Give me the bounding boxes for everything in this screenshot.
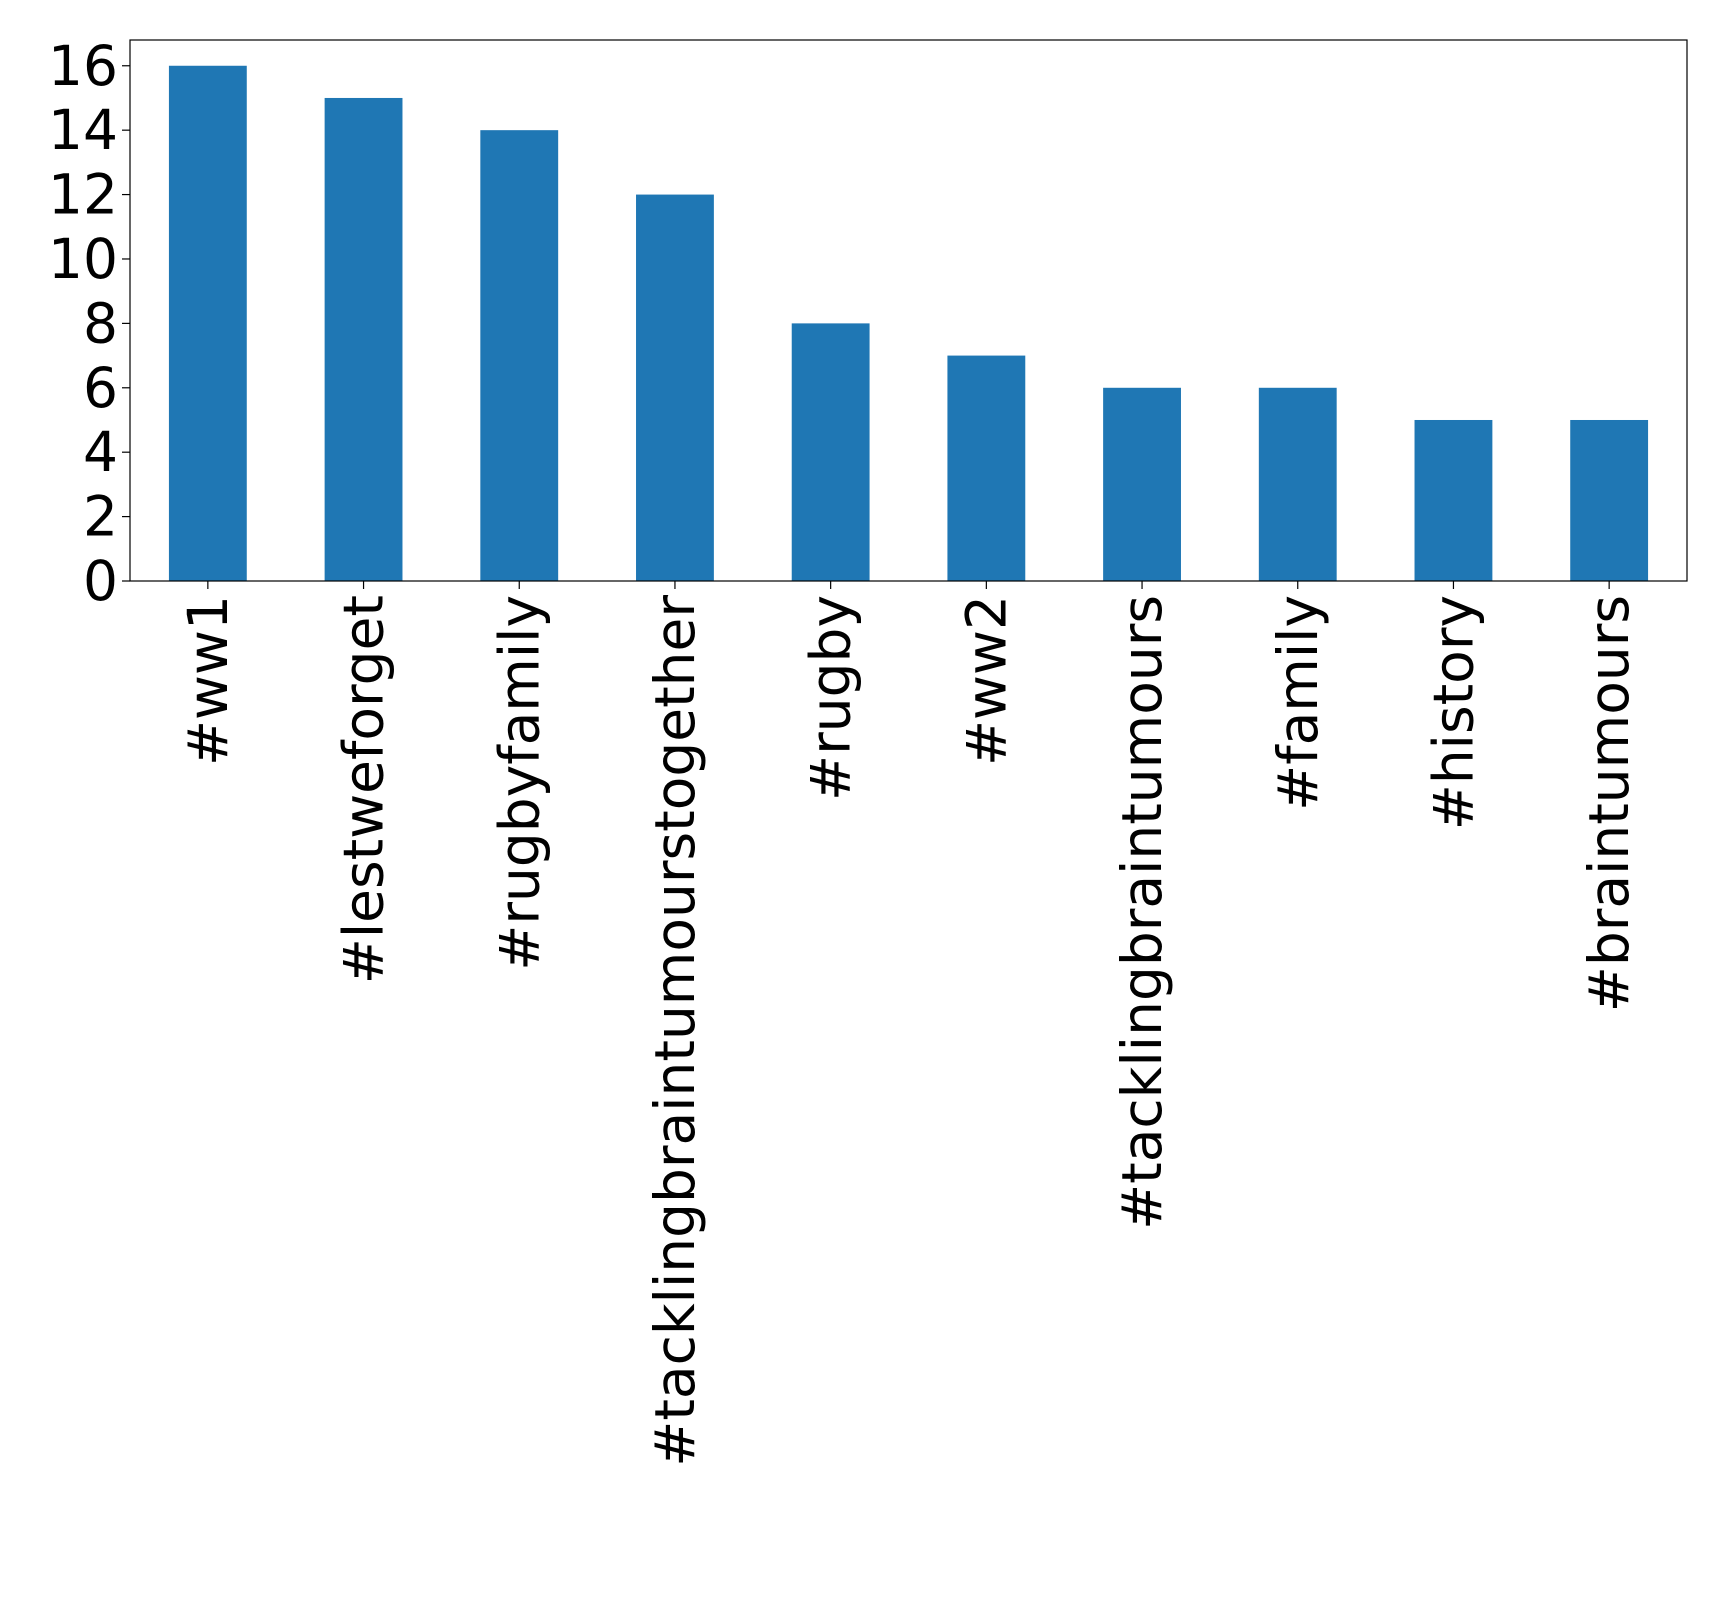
bar	[1414, 419, 1493, 581]
x-tick-label: #history	[1421, 595, 1485, 830]
y-tick-label: 8	[83, 291, 118, 355]
bar	[947, 355, 1026, 581]
bar	[1258, 387, 1337, 581]
y-tick-label: 0	[83, 549, 118, 613]
y-tick-label: 12	[48, 163, 118, 227]
bar	[1570, 419, 1649, 581]
x-tick-label: #tacklingbraintumourstogether	[643, 595, 707, 1467]
y-tick-label: 10	[48, 227, 118, 291]
x-tick-label: #lestweforget	[332, 595, 396, 984]
bar	[636, 194, 714, 582]
y-tick-label: 6	[83, 356, 118, 420]
bar	[1103, 387, 1181, 581]
plot-frame	[129, 39, 1688, 582]
y-tick-label: 2	[83, 485, 118, 549]
x-tick-label: #tacklingbraintumours	[1110, 595, 1174, 1230]
y-tick-label: 4	[83, 420, 118, 484]
x-tick-label: #family	[1266, 595, 1330, 811]
x-tick-label: #rugbyfamily	[487, 595, 551, 971]
x-tick-label: #ww2	[954, 595, 1018, 766]
bar	[324, 97, 403, 581]
x-tick-label: #rugby	[799, 595, 863, 801]
bar	[480, 130, 559, 581]
y-tick-label: 16	[48, 34, 118, 98]
x-tick-label: #braintumours	[1577, 595, 1641, 1012]
bar	[791, 323, 870, 581]
x-tick-label: #ww1	[176, 595, 240, 766]
y-tick-label: 14	[48, 98, 118, 162]
bar	[168, 65, 247, 581]
